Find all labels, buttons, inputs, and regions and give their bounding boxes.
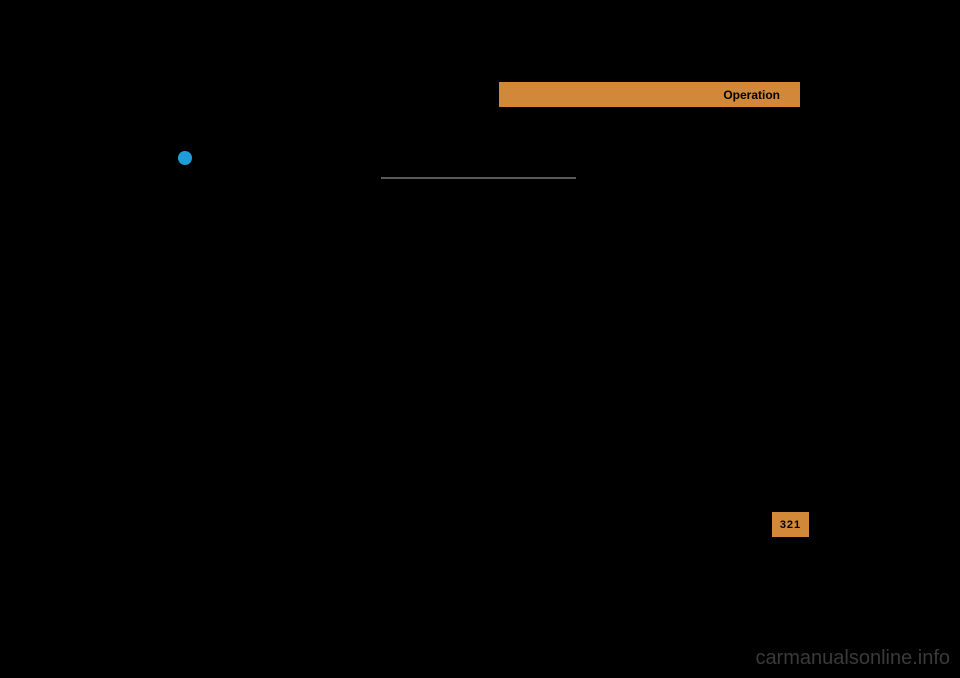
page-number-text: 321 xyxy=(780,519,801,531)
section-divider xyxy=(381,177,576,179)
watermark-text: carmanualsonline.info xyxy=(755,647,950,670)
operation-banner-text: Operation xyxy=(723,88,780,102)
page-number-box: 321 xyxy=(772,512,809,537)
operation-banner: Operation xyxy=(499,82,800,107)
bullet-point-icon xyxy=(178,151,192,165)
